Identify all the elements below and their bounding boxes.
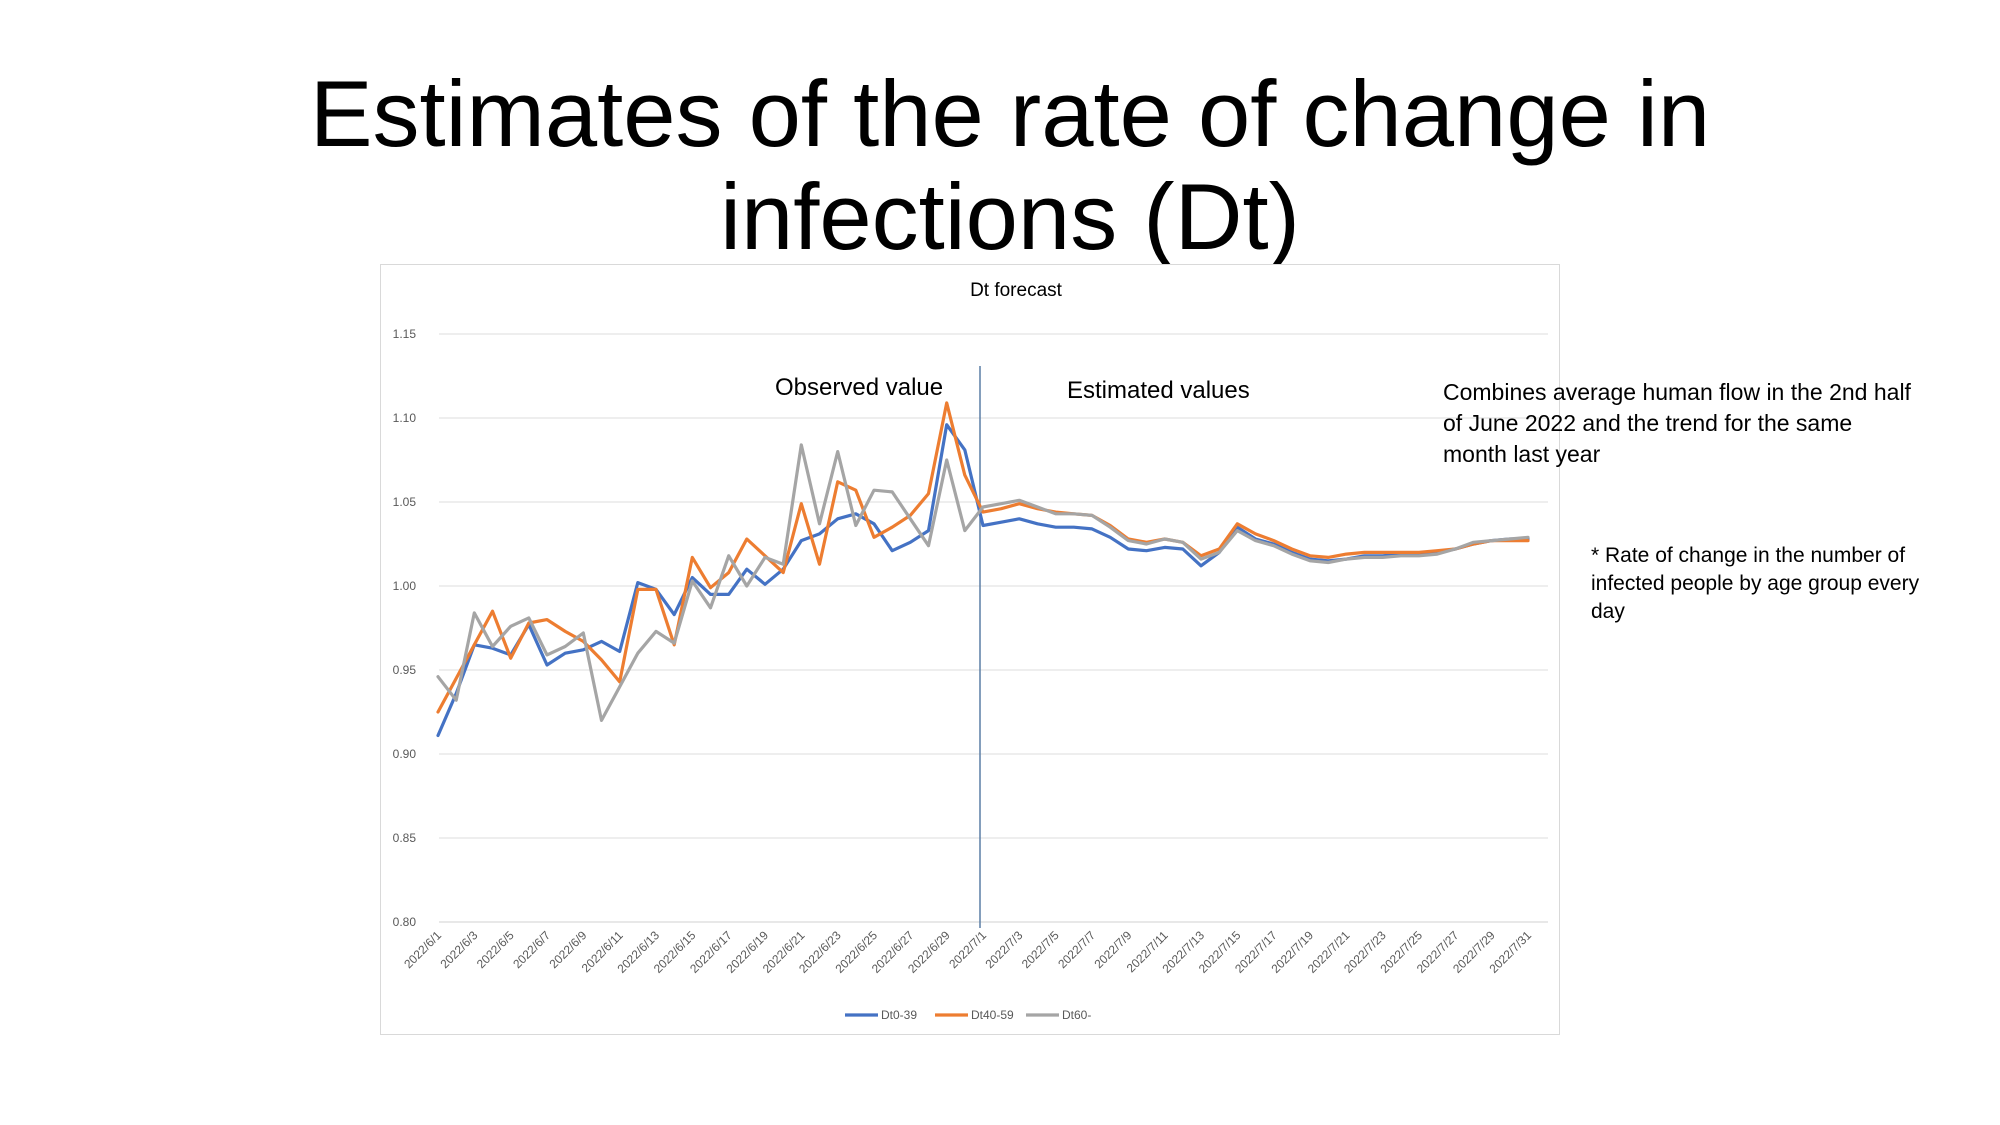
y-tick-label: 0.90: [393, 747, 417, 761]
dt-forecast-chart: Dt forecast 0.80 0.85 0.90 0.95 1.00 1.05 1.10…: [393, 280, 1548, 1022]
x-tick-label: 2022/7/5: [1019, 928, 1062, 971]
observed-value-label: Observed value: [775, 374, 944, 401]
x-tick-label: 2022/7/7: [1055, 928, 1098, 971]
legend-label: Dt40-59: [971, 1008, 1014, 1022]
y-tick-label: 0.95: [393, 663, 417, 677]
series-line-Dt60-: [436, 443, 1530, 722]
y-tick-label: 1.00: [393, 579, 417, 593]
y-tick-label: 1.10: [393, 411, 417, 425]
x-tick-label: 2022/6/7: [510, 928, 553, 971]
x-tick-label: 2022/6/3: [438, 928, 481, 971]
legend-label: Dt60-: [1062, 1008, 1091, 1022]
y-tick-label: 1.15: [393, 327, 417, 341]
series-line-Dt0-39: [436, 423, 1530, 738]
x-tick-label: 2022/7/3: [983, 928, 1026, 971]
estimated-values-label: Estimated values: [1067, 377, 1250, 404]
human-flow-note: Combines average human flow in the 2nd h…: [1443, 379, 1911, 467]
chart-title: Dt forecast: [970, 280, 1063, 301]
legend-label: Dt0-39: [881, 1008, 917, 1022]
y-tick-label: 0.85: [393, 831, 417, 845]
x-tick-label: 2022/6/5: [474, 928, 517, 971]
y-tick-label: 1.05: [393, 495, 417, 509]
series-line-Dt40-59: [436, 401, 1530, 714]
rate-of-change-note: * Rate of change in the number of infect…: [1591, 544, 1920, 623]
x-tick-label: 2022/6/1: [401, 928, 444, 971]
slide-title: Estimates of the rate of change in infec…: [309, 61, 1711, 269]
y-tick-label: 0.80: [393, 915, 417, 929]
x-tick-label: 2022/7/1: [946, 928, 989, 971]
